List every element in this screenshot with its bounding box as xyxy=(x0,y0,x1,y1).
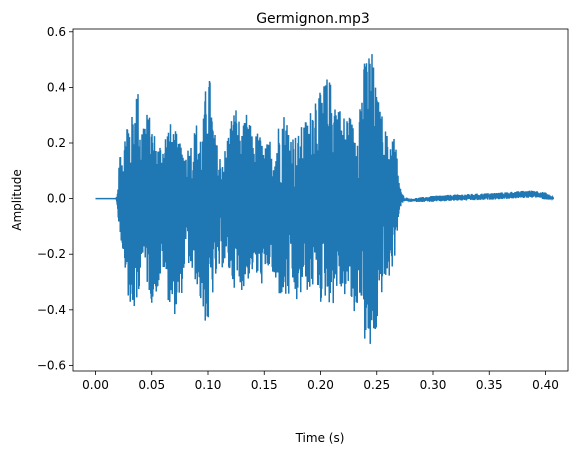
y-tick-label: 0.4 xyxy=(47,80,66,94)
y-tick-label: 0.6 xyxy=(47,25,66,39)
y-tick-label: −0.2 xyxy=(37,247,66,261)
y-axis-ticks: −0.6 −0.4 −0.2 0.0 0.2 0.4 0.6 xyxy=(37,25,73,372)
y-tick-label: 0.2 xyxy=(47,136,66,150)
plot-area xyxy=(95,54,554,344)
x-axis-ticks: 0.00 0.05 0.10 0.15 0.20 0.25 0.30 0.35 0.40 xyxy=(82,371,559,392)
x-axis-label: Time (s) xyxy=(295,431,345,445)
y-tick-label: −0.6 xyxy=(37,358,66,372)
x-tick-label: 0.25 xyxy=(363,378,390,392)
x-tick-label: 0.35 xyxy=(476,378,503,392)
y-tick-label: 0.0 xyxy=(47,192,66,206)
x-tick-label: 0.00 xyxy=(82,378,109,392)
y-tick-label: −0.4 xyxy=(37,303,66,317)
x-tick-label: 0.05 xyxy=(138,378,165,392)
chart-title: Germignon.mp3 xyxy=(256,11,370,27)
x-tick-label: 0.10 xyxy=(195,378,222,392)
waveform-series-line xyxy=(95,54,554,344)
x-tick-label: 0.40 xyxy=(532,378,559,392)
x-tick-label: 0.30 xyxy=(420,378,447,392)
y-axis-label: Amplitude xyxy=(10,169,24,231)
x-tick-label: 0.20 xyxy=(307,378,334,392)
x-tick-label: 0.15 xyxy=(251,378,278,392)
